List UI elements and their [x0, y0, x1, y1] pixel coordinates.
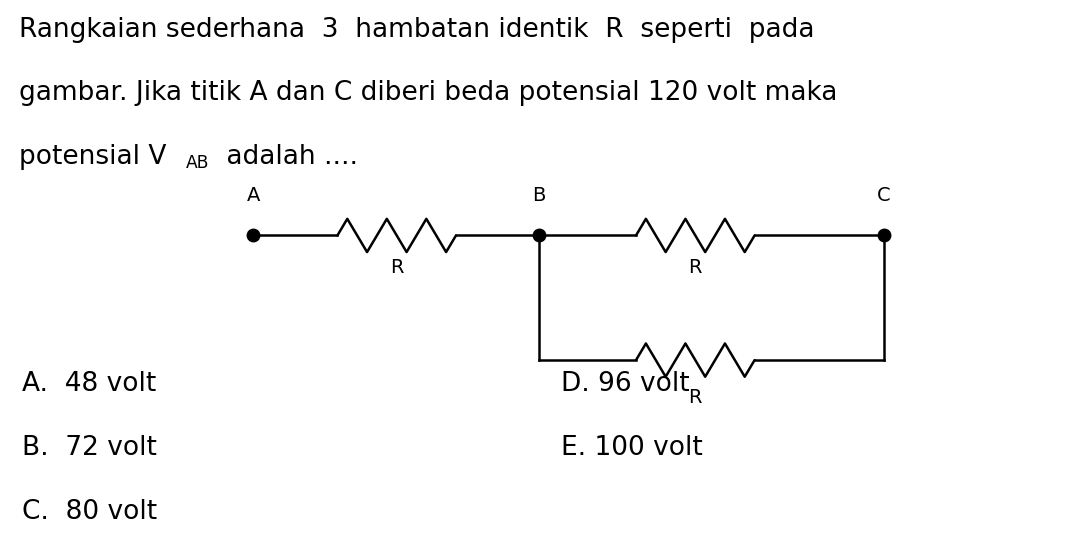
Text: B.  72 volt: B. 72 volt — [22, 435, 156, 461]
Text: gambar. Jika titik A dan C diberi beda potensial 120 volt maka: gambar. Jika titik A dan C diberi beda p… — [19, 80, 838, 106]
Text: R: R — [390, 258, 403, 276]
Text: C: C — [877, 186, 890, 205]
Text: A.  48 volt: A. 48 volt — [22, 371, 156, 397]
Text: D. 96 volt: D. 96 volt — [561, 371, 689, 397]
Text: E. 100 volt: E. 100 volt — [561, 435, 702, 461]
Text: AB: AB — [185, 154, 209, 172]
Text: potensial V: potensial V — [19, 144, 167, 170]
Text: R: R — [689, 388, 702, 407]
Text: adalah ....: adalah .... — [218, 144, 358, 170]
Text: B: B — [533, 186, 545, 205]
Text: Rangkaian sederhana  3  hambatan identik  R  seperti  pada: Rangkaian sederhana 3 hambatan identik R… — [19, 17, 815, 43]
Text: C.  80 volt: C. 80 volt — [22, 499, 156, 525]
Text: R: R — [689, 258, 702, 276]
Text: A: A — [247, 186, 260, 205]
